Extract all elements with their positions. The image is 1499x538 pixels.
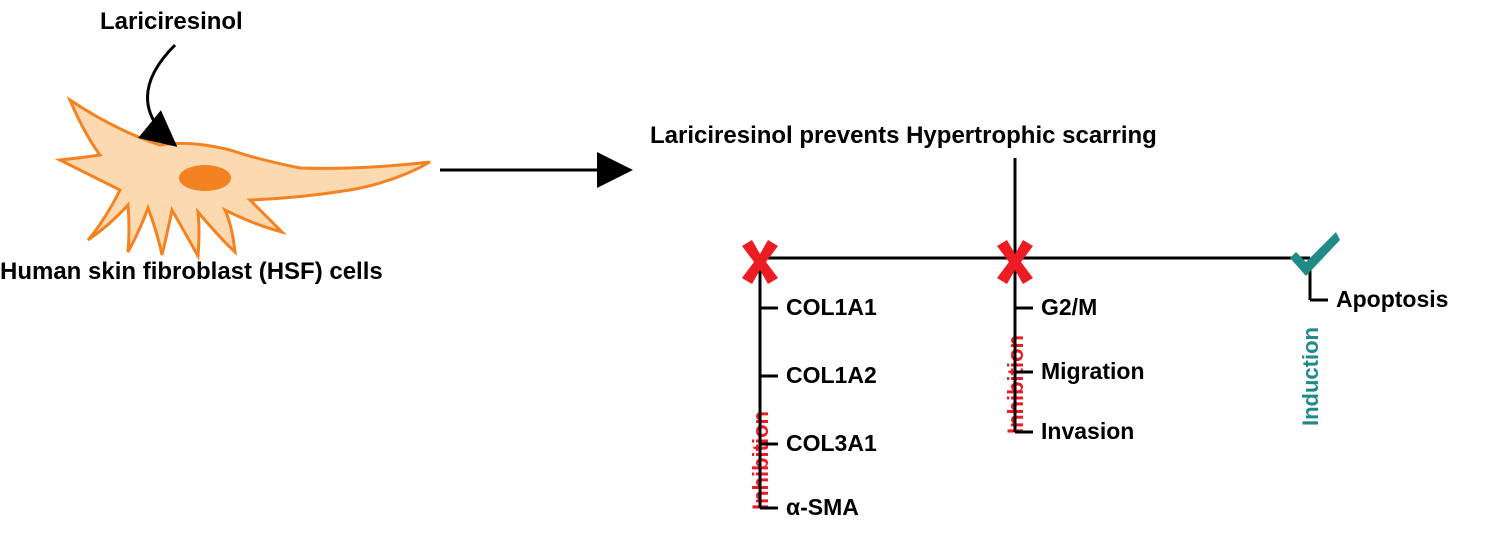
result-tree (760, 158, 1328, 508)
check-mark-icon (1290, 232, 1340, 276)
diagram-canvas: Lariciresinol Human skin fibroblast (HSF… (0, 0, 1499, 538)
arrow-compound-to-cell (148, 45, 176, 145)
diagram-svg (0, 0, 1499, 538)
fibroblast-cell-icon (60, 100, 430, 256)
